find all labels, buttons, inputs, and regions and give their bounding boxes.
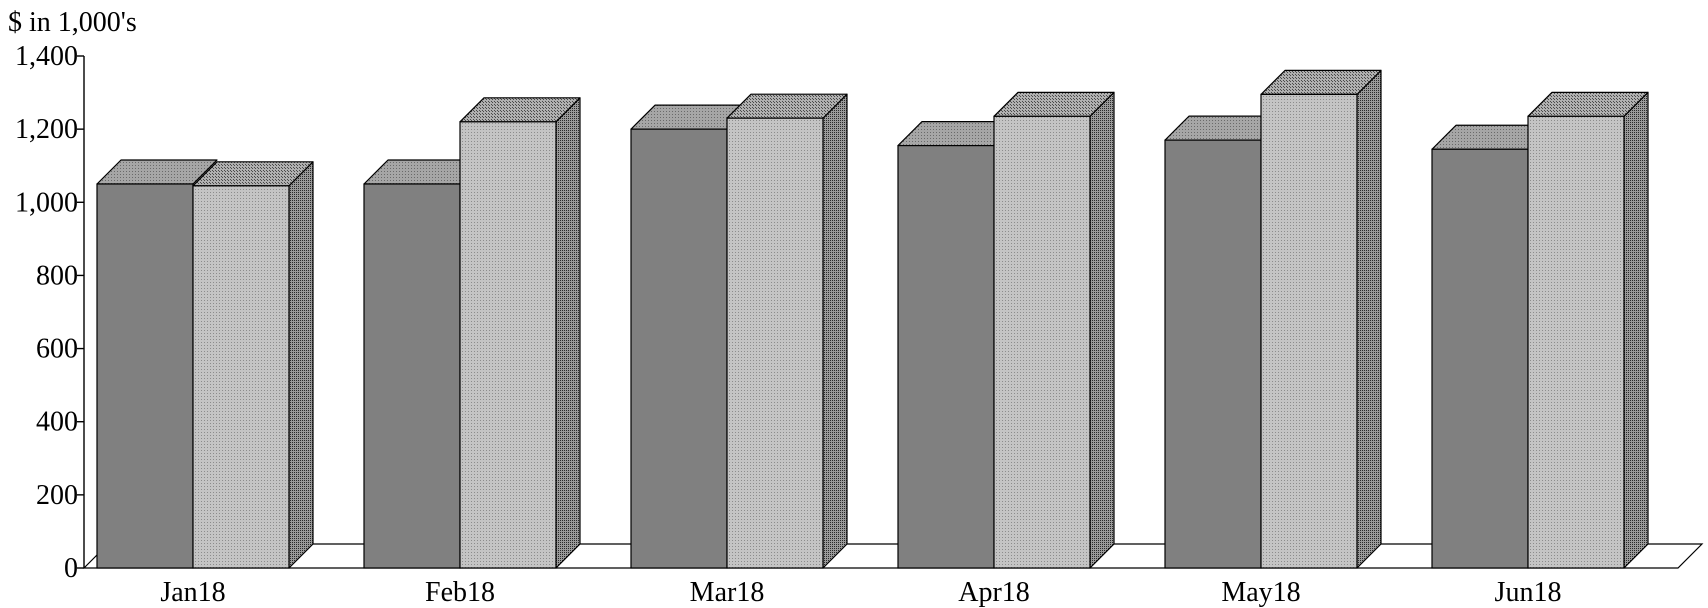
bar-jun18-series-2	[1527, 91, 1649, 569]
bar-jan18-series-1	[96, 159, 218, 569]
bar-may18-series-2	[1260, 69, 1382, 569]
bar-side-face	[1623, 91, 1649, 569]
x-tick-label-may18: May18	[1221, 577, 1300, 608]
bar-apr18-series-2	[993, 91, 1115, 569]
y-tick-label: 600	[36, 334, 78, 365]
bar-front-face	[1527, 115, 1625, 569]
bar-mar18-series-1	[630, 104, 752, 569]
bar-side-face	[555, 97, 581, 569]
bar-front-face	[897, 145, 995, 569]
y-tick-label: 1,400	[15, 41, 78, 72]
bar-jun18-series-1	[1431, 124, 1553, 569]
bar-jan18-series-2	[192, 161, 314, 569]
bar-side-face	[1089, 91, 1115, 569]
x-tick-label-feb18: Feb18	[425, 577, 495, 608]
y-tick-label: 0	[64, 553, 78, 584]
x-tick-label-apr18: Apr18	[958, 577, 1030, 608]
bar-front-face	[1260, 93, 1358, 569]
y-tick-label: 200	[36, 480, 78, 511]
axis-labels: 0 200 400 600 800 1,000 1,200 1,400 Jan18 Feb18 Ma…	[15, 41, 1561, 608]
bar-may18-series-1	[1164, 115, 1286, 569]
bar-feb18-series-1	[363, 159, 485, 569]
bar-front-face	[96, 183, 194, 569]
y-tick-label: 400	[36, 407, 78, 438]
bar-front-face	[1164, 139, 1262, 569]
y-tick-label: 1,000	[15, 187, 78, 218]
bar-front-face	[1431, 148, 1529, 569]
bar-front-face	[363, 183, 461, 569]
bar-front-face	[192, 185, 290, 569]
x-tick-label-jun18: Jun18	[1495, 577, 1562, 608]
bar-side-face	[1356, 69, 1382, 569]
bar-front-face	[630, 128, 728, 569]
bar-mar18-series-2	[726, 93, 848, 569]
bar-feb18-series-2	[459, 97, 581, 569]
bar-front-face	[726, 117, 824, 569]
bar-front-face	[993, 115, 1091, 569]
x-tick-label-mar18: Mar18	[690, 577, 765, 608]
bar-front-face	[459, 121, 557, 569]
y-tick-label: 800	[36, 260, 78, 291]
y-tick-label: 1,200	[15, 114, 78, 145]
axes	[77, 55, 85, 569]
bar-side-face	[288, 161, 314, 569]
bars	[96, 69, 1649, 569]
bar-side-face	[822, 93, 848, 569]
x-tick-label-jan18: Jan18	[160, 577, 225, 608]
y-axis-unit-label: $ in 1,000's	[8, 7, 137, 38]
